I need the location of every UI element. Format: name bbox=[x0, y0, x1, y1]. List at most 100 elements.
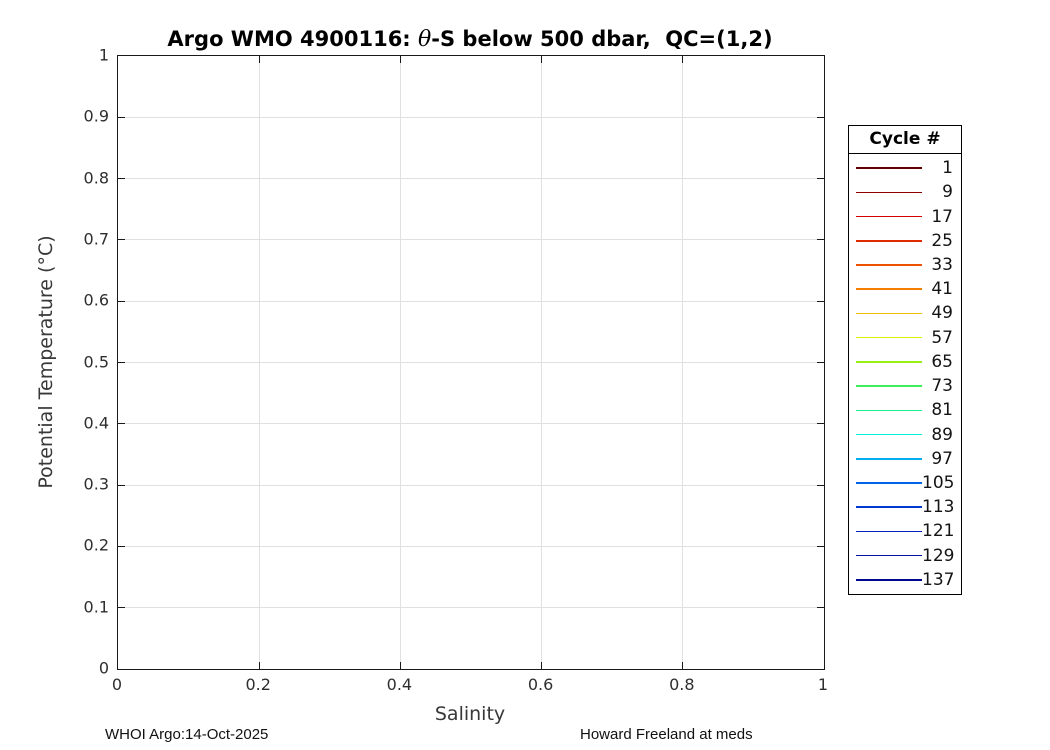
y-tick-mark bbox=[817, 239, 824, 241]
footer-right-text: Howard Freeland at meds bbox=[580, 726, 753, 743]
legend-line-swatch bbox=[856, 312, 922, 315]
legend-line-swatch bbox=[856, 554, 922, 557]
legend: Cycle # 1 9 17 25 33 41 49 57 65 73 81 89 97 105 113 12… bbox=[848, 125, 962, 595]
gridline-horizontal bbox=[118, 116, 824, 118]
y-axis-label: Potential Temperature (°C) bbox=[35, 235, 57, 489]
x-tick-label: 0 bbox=[111, 675, 123, 694]
y-tick-mark bbox=[817, 116, 824, 118]
x-tick-mark bbox=[682, 662, 684, 669]
legend-entry: 121 bbox=[849, 519, 961, 543]
y-tick-mark bbox=[118, 116, 125, 118]
y-tick-mark bbox=[817, 362, 824, 363]
legend-entry-label: 41 bbox=[931, 279, 953, 300]
legend-line-swatch bbox=[856, 361, 922, 363]
plot-title: Argo WMO 4900116: θ-S below 500 dbar, QC… bbox=[117, 27, 823, 52]
footer-left-text: WHOI Argo:14-Oct-2025 bbox=[105, 726, 269, 743]
legend-entry-label: 137 bbox=[922, 569, 955, 590]
plot-area bbox=[117, 55, 825, 670]
legend-entries: 1 9 17 25 33 41 49 57 65 73 81 89 97 105 113 121 129 137 bbox=[849, 154, 961, 594]
y-tick-mark bbox=[118, 423, 125, 425]
y-tick-label: 0.5 bbox=[83, 352, 109, 371]
legend-entry-label: 1 bbox=[942, 158, 953, 179]
legend-entry: 113 bbox=[849, 495, 961, 519]
x-tick-label: 0.4 bbox=[386, 675, 413, 694]
x-axis-label: Salinity bbox=[434, 703, 506, 725]
legend-entry-label: 121 bbox=[922, 521, 955, 542]
x-tick-label: 0.2 bbox=[245, 675, 271, 694]
legend-line-swatch bbox=[856, 579, 922, 581]
legend-entry: 25 bbox=[849, 229, 961, 253]
legend-line-swatch bbox=[856, 385, 922, 387]
legend-entry: 137 bbox=[849, 568, 961, 592]
y-tick-mark bbox=[118, 545, 125, 547]
x-tick-mark bbox=[258, 56, 260, 63]
legend-entry-label: 81 bbox=[931, 400, 953, 421]
y-tick-label: 0.8 bbox=[83, 168, 109, 188]
y-tick-mark bbox=[118, 300, 125, 302]
y-tick-mark bbox=[817, 423, 824, 425]
gridline-horizontal bbox=[118, 239, 824, 241]
y-tick-mark bbox=[118, 239, 125, 241]
y-tick-mark bbox=[118, 484, 125, 486]
legend-entry: 105 bbox=[849, 471, 961, 495]
x-tick-mark bbox=[541, 662, 543, 669]
legend-entry-label: 9 bbox=[942, 182, 953, 203]
legend-entry-label: 129 bbox=[922, 545, 955, 566]
legend-line-swatch bbox=[856, 506, 922, 508]
x-tick-mark bbox=[258, 662, 260, 669]
legend-entry: 41 bbox=[849, 277, 961, 301]
gridline-horizontal bbox=[118, 362, 824, 363]
legend-entry: 9 bbox=[849, 180, 961, 204]
legend-line-swatch bbox=[856, 288, 922, 290]
y-tick-label: 0.9 bbox=[83, 106, 109, 126]
legend-entry-label: 17 bbox=[931, 206, 953, 227]
x-tick-label: 0.8 bbox=[669, 675, 695, 694]
legend-entry-label: 25 bbox=[931, 230, 953, 251]
y-tick-label: 0.2 bbox=[83, 535, 109, 555]
legend-entry-label: 105 bbox=[922, 472, 955, 493]
y-tick-label: 0.1 bbox=[83, 597, 109, 617]
y-tick-mark bbox=[817, 300, 824, 302]
legend-entry-label: 97 bbox=[931, 448, 953, 469]
x-tick-label: 0.6 bbox=[527, 675, 554, 694]
y-tick-label: 0.4 bbox=[83, 413, 109, 433]
gridline-horizontal bbox=[118, 607, 824, 609]
legend-entry: 65 bbox=[849, 350, 961, 374]
legend-entry: 33 bbox=[849, 253, 961, 277]
legend-line-swatch bbox=[856, 433, 922, 436]
legend-line-swatch bbox=[856, 264, 922, 266]
legend-line-swatch bbox=[856, 482, 922, 484]
legend-entry-label: 73 bbox=[931, 376, 953, 397]
legend-entry: 81 bbox=[849, 398, 961, 422]
y-tick-mark bbox=[817, 607, 824, 609]
y-tick-mark bbox=[817, 545, 824, 547]
legend-line-swatch bbox=[856, 167, 922, 169]
x-tick-label: 1 bbox=[817, 675, 829, 694]
legend-entry-label: 65 bbox=[931, 351, 953, 372]
legend-entry-label: 33 bbox=[931, 254, 953, 275]
plot-title-suffix: -S below 500 dbar, QC=(1,2) bbox=[431, 27, 773, 51]
legend-line-swatch bbox=[856, 336, 922, 339]
gridline-horizontal bbox=[118, 545, 824, 547]
y-tick-label: 1 bbox=[98, 45, 109, 65]
legend-line-swatch bbox=[856, 409, 922, 412]
y-tick-label: 0 bbox=[98, 658, 109, 678]
legend-entry: 49 bbox=[849, 301, 961, 325]
legend-title: Cycle # bbox=[849, 126, 961, 154]
legend-entry: 1 bbox=[849, 156, 961, 180]
legend-entry-label: 49 bbox=[931, 303, 953, 324]
y-tick-mark bbox=[118, 178, 125, 180]
y-tick-label: 0.6 bbox=[83, 290, 109, 310]
plot-title-prefix: Argo WMO 4900116: bbox=[167, 27, 419, 51]
legend-line-swatch bbox=[856, 239, 922, 242]
y-tick-mark bbox=[817, 484, 824, 486]
x-tick-mark bbox=[399, 56, 401, 63]
y-tick-mark bbox=[118, 607, 125, 609]
x-tick-mark bbox=[399, 662, 401, 669]
y-tick-label: 0.7 bbox=[83, 229, 109, 249]
gridline-horizontal bbox=[118, 300, 824, 302]
legend-line-swatch bbox=[856, 215, 922, 218]
gridline-horizontal bbox=[118, 178, 824, 180]
legend-entry: 57 bbox=[849, 326, 961, 350]
